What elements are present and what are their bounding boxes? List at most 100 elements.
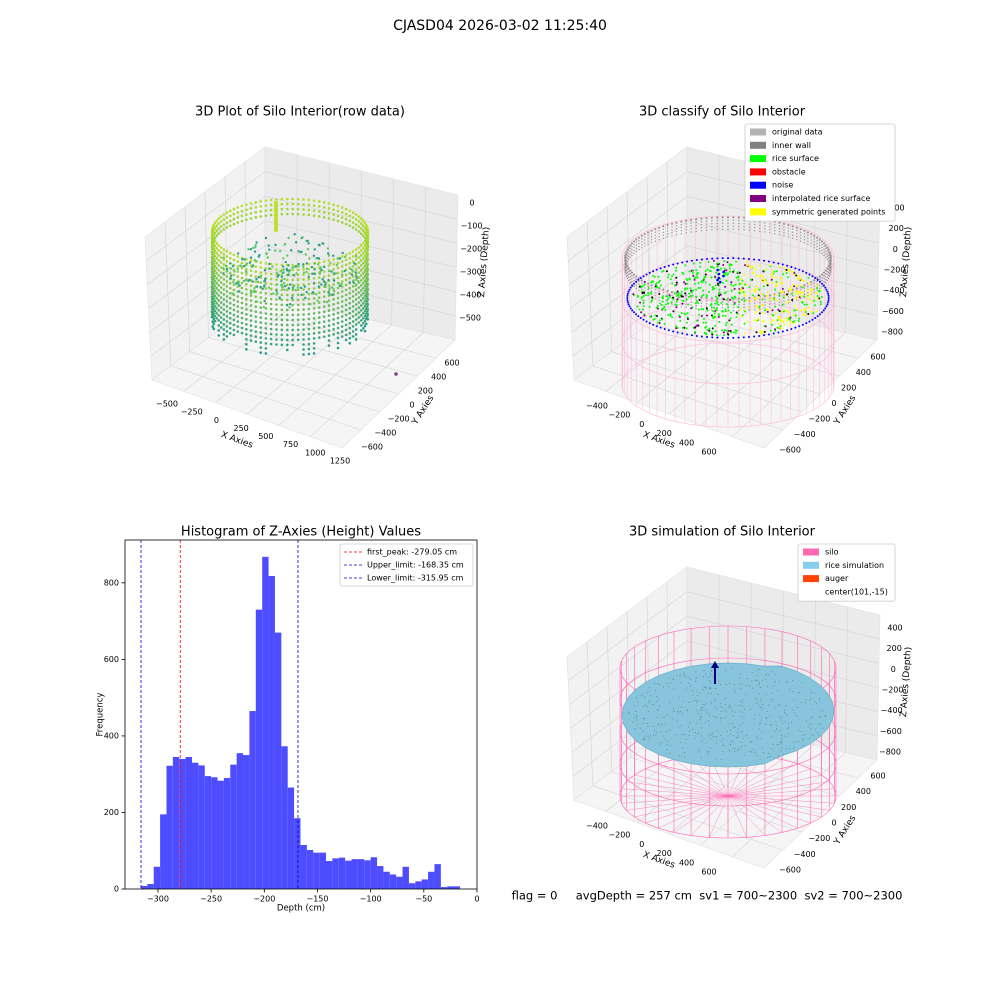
point: [215, 229, 219, 233]
point: [708, 715, 710, 717]
point: [294, 288, 297, 292]
point: [259, 215, 263, 218]
point: [357, 316, 361, 319]
point: [816, 315, 819, 318]
point: [317, 301, 321, 304]
point: [738, 300, 741, 303]
point: [756, 755, 758, 757]
point: [274, 225, 278, 229]
point: [258, 253, 261, 257]
point: [302, 328, 305, 331]
point: [685, 303, 687, 305]
point: [332, 263, 335, 266]
point: [217, 269, 221, 272]
point: [793, 273, 796, 276]
point: [655, 286, 658, 289]
point: [792, 288, 794, 291]
point: [751, 680, 753, 682]
point: [364, 277, 368, 281]
y-tick-label: 0: [831, 819, 836, 828]
point: [813, 241, 815, 243]
point: [705, 300, 708, 302]
point: [712, 310, 715, 313]
point: [721, 306, 724, 309]
point: [706, 336, 709, 339]
point: [683, 326, 686, 329]
point: [660, 731, 662, 733]
point: [232, 280, 235, 284]
point: [818, 290, 821, 293]
point: [684, 313, 687, 316]
point: [764, 222, 766, 224]
wireframe: [621, 795, 729, 804]
point: [222, 328, 226, 331]
point: [688, 701, 690, 703]
point: [787, 227, 790, 229]
point: [631, 242, 633, 245]
point: [312, 332, 316, 335]
point: [307, 198, 311, 202]
point: [245, 283, 248, 286]
point: [312, 214, 316, 217]
point: [821, 243, 823, 246]
point: [778, 301, 781, 303]
point: [792, 300, 794, 303]
point: [758, 312, 761, 315]
point: [828, 250, 831, 253]
point: [366, 238, 370, 241]
point: [680, 290, 683, 293]
point: [701, 294, 704, 297]
point: [807, 294, 809, 297]
point: [351, 221, 355, 224]
point: [359, 249, 363, 252]
point: [274, 204, 278, 208]
point: [816, 702, 818, 704]
point: [332, 279, 336, 282]
point: [828, 272, 831, 275]
point: [705, 229, 708, 231]
point: [236, 211, 240, 214]
point: [816, 278, 819, 281]
point: [236, 330, 240, 333]
point: [263, 284, 266, 287]
point: [639, 727, 641, 729]
point: [322, 295, 326, 298]
point: [793, 747, 795, 749]
point: [761, 746, 763, 748]
point: [721, 329, 724, 332]
point: [312, 204, 316, 207]
point: [249, 314, 253, 317]
point: [626, 257, 629, 260]
point: [734, 689, 736, 691]
point: [716, 219, 718, 222]
point: [743, 306, 745, 308]
point: [711, 327, 714, 330]
point: [254, 270, 258, 273]
histogram-bar: [370, 857, 378, 889]
point: [327, 264, 331, 267]
point: [803, 734, 805, 736]
point: [232, 278, 236, 282]
point: [794, 314, 797, 317]
point: [701, 735, 703, 737]
point: [743, 223, 745, 225]
point: [332, 254, 335, 257]
point: [728, 723, 730, 725]
point: [738, 219, 740, 222]
point: [826, 255, 829, 258]
point: [365, 250, 369, 253]
point: [283, 288, 286, 291]
point: [638, 236, 640, 239]
point: [215, 266, 219, 270]
point: [780, 741, 782, 743]
point: [642, 304, 645, 307]
point: [213, 309, 217, 313]
point: [213, 299, 217, 303]
point: [348, 251, 352, 255]
point: [728, 270, 731, 273]
point: [296, 283, 300, 287]
point: [365, 310, 369, 313]
point: [364, 262, 368, 266]
point: [291, 266, 294, 270]
legend-label: noise: [772, 181, 793, 190]
